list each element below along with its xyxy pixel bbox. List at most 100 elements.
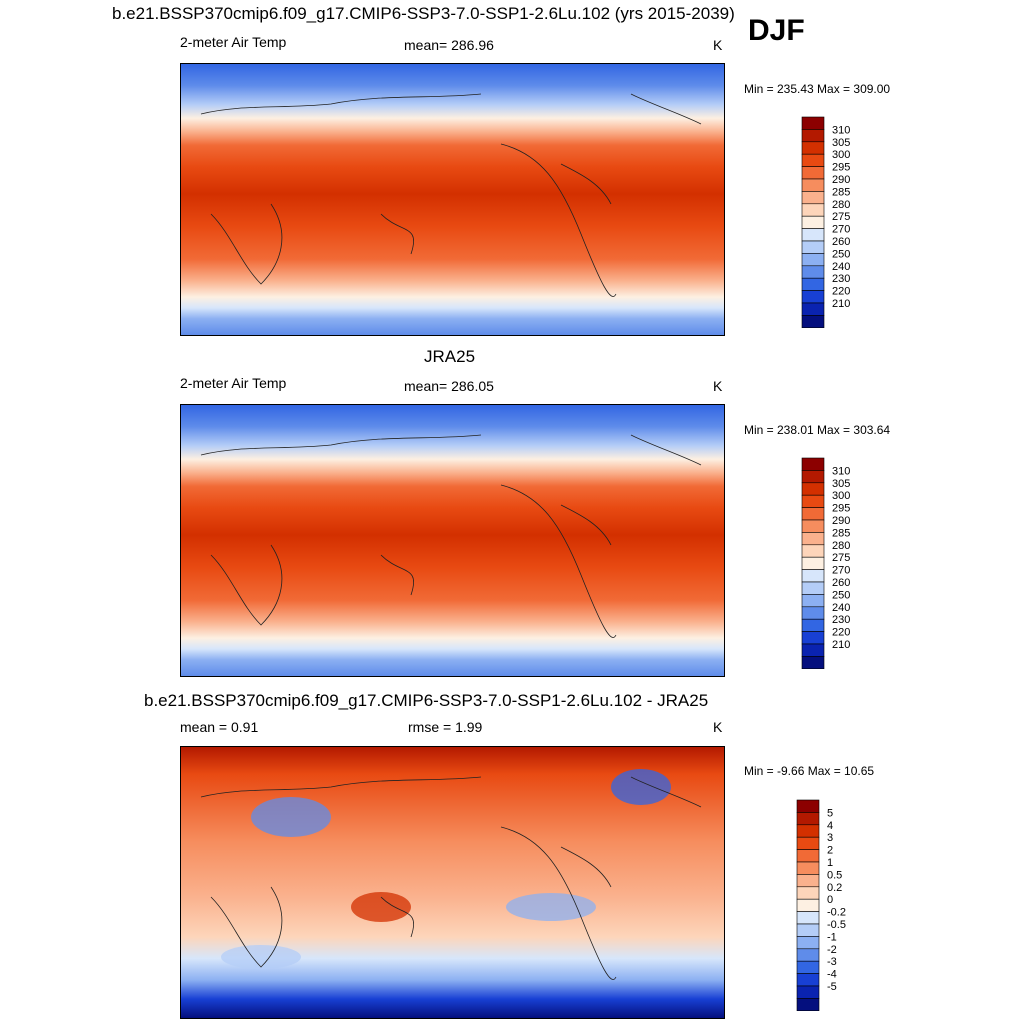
panel1-colorbar-tick: 280: [832, 199, 850, 211]
panel3-colorbar-box: [796, 824, 820, 838]
panel2-colorbar-tick: 305: [832, 478, 850, 490]
panel1-colorbar-box: [801, 228, 825, 242]
panel3-map-svg: [181, 747, 724, 1018]
panel2-colorbar-box: [801, 606, 825, 620]
panel1-colorbar-tick: 250: [832, 248, 850, 260]
panel2-colorbar-tick: 280: [832, 540, 850, 552]
panel3-colorbar-tick: 0.5: [827, 869, 842, 881]
panel3-colorbar-tick: 4: [827, 820, 833, 832]
panel1-colorbar-box: [801, 191, 825, 205]
panel3-colorbar-box: [796, 799, 820, 813]
panel2-colorbar-tick: 300: [832, 490, 850, 502]
panel1-colorbar-box: [801, 240, 825, 254]
panel1-colorbar-box: [801, 302, 825, 316]
panel1-mean-label: mean= 286.96: [404, 37, 494, 53]
panel3-colorbar-tick: -2: [827, 944, 837, 956]
panel1-colorbar-tick: 260: [832, 236, 850, 248]
panel1-title: b.e21.BSSP370cmip6.f09_g17.CMIP6-SSP3-7.…: [112, 4, 735, 23]
panel3-mean-label: mean = 0.91: [180, 719, 259, 735]
panel2-colorbar-box: [801, 507, 825, 521]
season-label: DJF: [748, 14, 805, 47]
panel3-colorbar-box: [796, 874, 820, 888]
panel3-colorbar-box: [796, 849, 820, 863]
panel2-variable-label: 2-meter Air Temp: [180, 375, 287, 391]
panel2-colorbar-box: [801, 631, 825, 645]
panel2-colorbar-tick: 230: [832, 614, 850, 626]
panel1-colorbar-tick: 305: [832, 137, 850, 149]
panel3-colorbar-box: [796, 861, 820, 875]
panel1-colorbar-box: [801, 290, 825, 304]
panel3-colorbar-box: [796, 960, 820, 974]
panel1-colorbar-box: [801, 253, 825, 267]
panel1-colorbar-box: [801, 178, 825, 192]
panel2-colorbar-box: [801, 544, 825, 558]
panel2-colorbar-box: [801, 519, 825, 533]
panel1-colorbar: 3103053002952902852802752702602502402302…: [801, 116, 850, 328]
panel1-colorbar-box: [801, 153, 825, 167]
panel1-colorbar-tick: 270: [832, 224, 850, 236]
panel1-colorbar-tick: 210: [832, 298, 850, 310]
panel1-colorbar-box: [801, 166, 825, 180]
panel2-title: JRA25: [424, 347, 476, 366]
panel2-colorbar-tick: 270: [832, 565, 850, 577]
panel3-colorbar-box: [796, 898, 820, 912]
panel3-colorbar-tick: -0.2: [827, 907, 846, 919]
panel1-colorbar-box: [801, 141, 825, 155]
panel1-colorbar-tick: 310: [832, 124, 850, 136]
panel3-colorbar-tick: 2: [827, 845, 833, 857]
panel1-colorbar-tick: 240: [832, 261, 850, 273]
panel3-colorbar-box: [796, 836, 820, 850]
panel3-colorbar-tick: -5: [827, 981, 837, 993]
panel2-colorbar-box: [801, 482, 825, 496]
panel3-colorbar-box: [796, 886, 820, 900]
panel3-colorbar-tick: -3: [827, 956, 837, 968]
panel2-colorbar-box: [801, 532, 825, 546]
panel3-colorbar-tick: -4: [827, 969, 837, 981]
panel2-colorbar-tick: 250: [832, 589, 850, 601]
panel2-colorbar-tick: 275: [832, 552, 850, 564]
panel2-colorbar-box: [801, 470, 825, 484]
panel3-colorbar-box: [796, 985, 820, 999]
panel2-colorbar-box: [801, 569, 825, 583]
panel3-colorbar-box: [796, 998, 820, 1011]
panel3-colorbar-tick: 1: [827, 857, 833, 869]
panel2-colorbar-box: [801, 618, 825, 632]
panel2-colorbar: 3103053002952902852802752702602502402302…: [801, 457, 850, 669]
panel3-rmse-label: rmse = 1.99: [408, 719, 483, 735]
panel1-colorbar-tick: 295: [832, 162, 850, 174]
panel1-colorbar-tick: 230: [832, 273, 850, 285]
panel3-colorbar-box: [796, 973, 820, 987]
panel2-colorbar-box: [801, 494, 825, 508]
panel1-colorbar-tick: 290: [832, 174, 850, 186]
panel3-minmax-label: Min = -9.66 Max = 10.65: [744, 764, 875, 778]
panel3-units-label: K: [713, 719, 723, 735]
panel3-colorbar-tick: 0: [827, 894, 833, 906]
panel2-colorbar-tick: 290: [832, 515, 850, 527]
panel3-colorbar-box: [796, 812, 820, 826]
panel2-colorbar-box: [801, 581, 825, 595]
panel2-colorbar-box: [801, 457, 825, 471]
panel2-units-label: K: [713, 378, 723, 394]
panel2-map: [180, 404, 725, 677]
panel3-colorbar-tick: 0.2: [827, 882, 842, 894]
panel1-colorbar-tick: 275: [832, 211, 850, 223]
panel2-colorbar-tick: 210: [832, 639, 850, 651]
panel1-colorbar-box: [801, 265, 825, 279]
panel1-colorbar-box: [801, 203, 825, 217]
panel1-colorbar-tick: 300: [832, 149, 850, 161]
panel3-colorbar-box: [796, 936, 820, 950]
panel1-map: [180, 63, 725, 336]
panel1-minmax-label: Min = 235.43 Max = 309.00: [744, 82, 891, 96]
panel1-colorbar-box: [801, 215, 825, 229]
panel1-map-svg: [181, 64, 724, 335]
panel2-colorbar-tick: 220: [832, 627, 850, 639]
panel2-colorbar-tick: 285: [832, 527, 850, 539]
panel3-colorbar-tick: 5: [827, 807, 833, 819]
panel3-colorbar-tick: 3: [827, 832, 833, 844]
panel1-colorbar-box: [801, 277, 825, 291]
panel1-units-label: K: [713, 37, 723, 53]
panel3-map: [180, 746, 725, 1019]
panel3-colorbar-box: [796, 923, 820, 937]
panel1-colorbar-box: [801, 116, 825, 130]
panel1-colorbar-box: [801, 315, 825, 328]
